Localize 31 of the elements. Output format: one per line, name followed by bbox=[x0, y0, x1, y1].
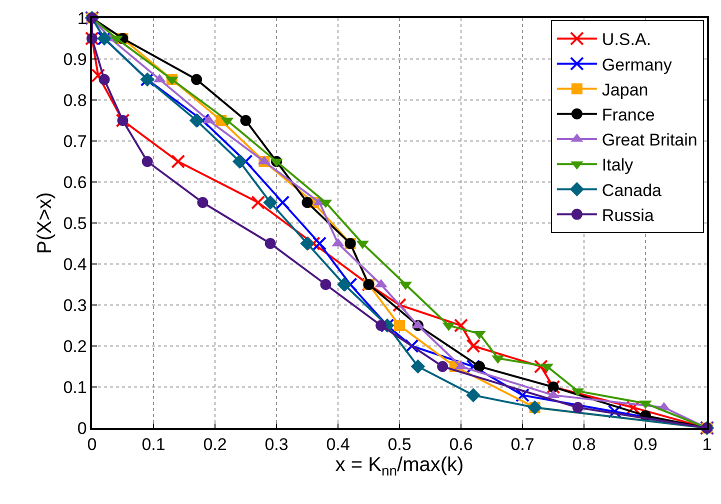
y-tick-label: 0.3 bbox=[63, 296, 87, 315]
y-axis-title: P(X>x) bbox=[34, 192, 56, 254]
y-tick-label: 0.7 bbox=[63, 132, 87, 151]
legend-label: Russia bbox=[602, 206, 654, 225]
x-tick-label: 0.3 bbox=[264, 435, 288, 454]
y-tick-label: 0.2 bbox=[63, 336, 87, 356]
y-tick-label: 0.5 bbox=[63, 214, 87, 233]
y-tick-label: 0.1 bbox=[63, 378, 87, 397]
x-tick-label: 0.1 bbox=[142, 435, 166, 454]
x-tick-label: 0.4 bbox=[326, 435, 350, 454]
y-tick-label: 0.6 bbox=[63, 172, 87, 192]
x-tick-label: 0.8 bbox=[572, 435, 596, 454]
y-tick-label: 1 bbox=[77, 8, 87, 28]
legend-label: U.S.A. bbox=[602, 30, 652, 50]
x-tick-label: 1 bbox=[702, 435, 712, 454]
x-tick-label: 0.2 bbox=[203, 435, 227, 454]
x-tick-label: 0.9 bbox=[634, 435, 658, 454]
y-tick-label: 0.4 bbox=[63, 254, 87, 274]
y-tick-label: 0.9 bbox=[63, 50, 87, 69]
x-tick-label: 0.7 bbox=[510, 435, 534, 454]
legend-label: Italy bbox=[602, 156, 634, 175]
legend-label: France bbox=[602, 106, 655, 125]
x-axis-title: x = K$_{nn}$/max(k) bbox=[335, 454, 464, 478]
x-tick-label: 0.6 bbox=[449, 435, 473, 454]
y-tick-label: 0.8 bbox=[63, 90, 87, 110]
legend-label: Germany bbox=[602, 55, 672, 74]
legend-label: Japan bbox=[602, 80, 648, 100]
legend-label: Great Britain bbox=[602, 130, 698, 150]
x-tick-label: 0.5 bbox=[388, 435, 412, 454]
y-tick-label: 0 bbox=[77, 418, 87, 438]
legend-label: Canada bbox=[602, 180, 662, 200]
